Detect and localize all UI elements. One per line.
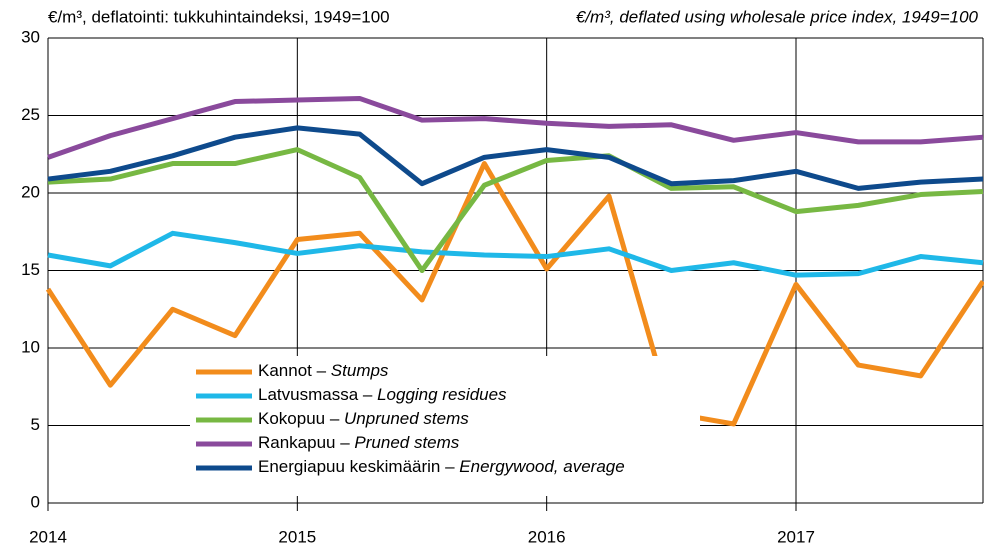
legend-label: Latvusmassa – Logging residues bbox=[258, 385, 507, 404]
x-tick-label: 2016 bbox=[528, 527, 566, 546]
legend-separator: – bbox=[358, 385, 377, 404]
legend-separator: – bbox=[325, 409, 344, 428]
chart-subtitle: €/m³, deflated using wholesale price ind… bbox=[576, 7, 979, 26]
legend-label: Rankapuu – Pruned stems bbox=[258, 433, 460, 452]
legend-separator: – bbox=[336, 433, 355, 452]
legend-name-en: Unpruned stems bbox=[344, 409, 469, 428]
line-series bbox=[47, 147, 984, 273]
legend-name: Rankapuu bbox=[258, 433, 336, 452]
legend-separator: – bbox=[312, 361, 331, 380]
legend-name-en: Stumps bbox=[331, 361, 389, 380]
y-tick-label: 20 bbox=[21, 182, 40, 201]
x-tick-label: 2015 bbox=[278, 527, 316, 546]
y-tick-label: 30 bbox=[21, 27, 40, 46]
line-series bbox=[45, 161, 984, 427]
legend-name-en: Energywood, average bbox=[459, 457, 624, 476]
x-tick-label: 2017 bbox=[777, 527, 815, 546]
legend-name: Kokopuu bbox=[258, 409, 325, 428]
legend-name: Latvusmassa bbox=[258, 385, 359, 404]
line-series bbox=[47, 95, 984, 160]
legend-label: Kokopuu – Unpruned stems bbox=[258, 409, 469, 428]
legend-name: Energiapuu keskimäärin bbox=[258, 457, 440, 476]
legend-box bbox=[190, 356, 700, 496]
y-tick-label: 0 bbox=[31, 492, 40, 511]
legend-label: Kannot – Stumps bbox=[258, 361, 389, 380]
y-tick-label: 10 bbox=[21, 337, 40, 356]
legend-separator: – bbox=[440, 457, 459, 476]
line-series bbox=[47, 125, 984, 191]
legend-name: Kannot bbox=[258, 361, 312, 380]
legend-name-en: Logging residues bbox=[377, 385, 507, 404]
line-series bbox=[47, 230, 984, 278]
legend-label: Energiapuu keskimäärin – Energywood, ave… bbox=[258, 457, 625, 476]
x-tick-label: 2014 bbox=[29, 527, 67, 546]
y-tick-label: 5 bbox=[31, 415, 40, 434]
y-tick-label: 25 bbox=[21, 105, 40, 124]
chart-title: €/m³, deflatointi: tukkuhintaindeksi, 19… bbox=[48, 7, 390, 26]
y-tick-label: 15 bbox=[21, 260, 40, 279]
legend-name-en: Pruned stems bbox=[354, 433, 459, 452]
